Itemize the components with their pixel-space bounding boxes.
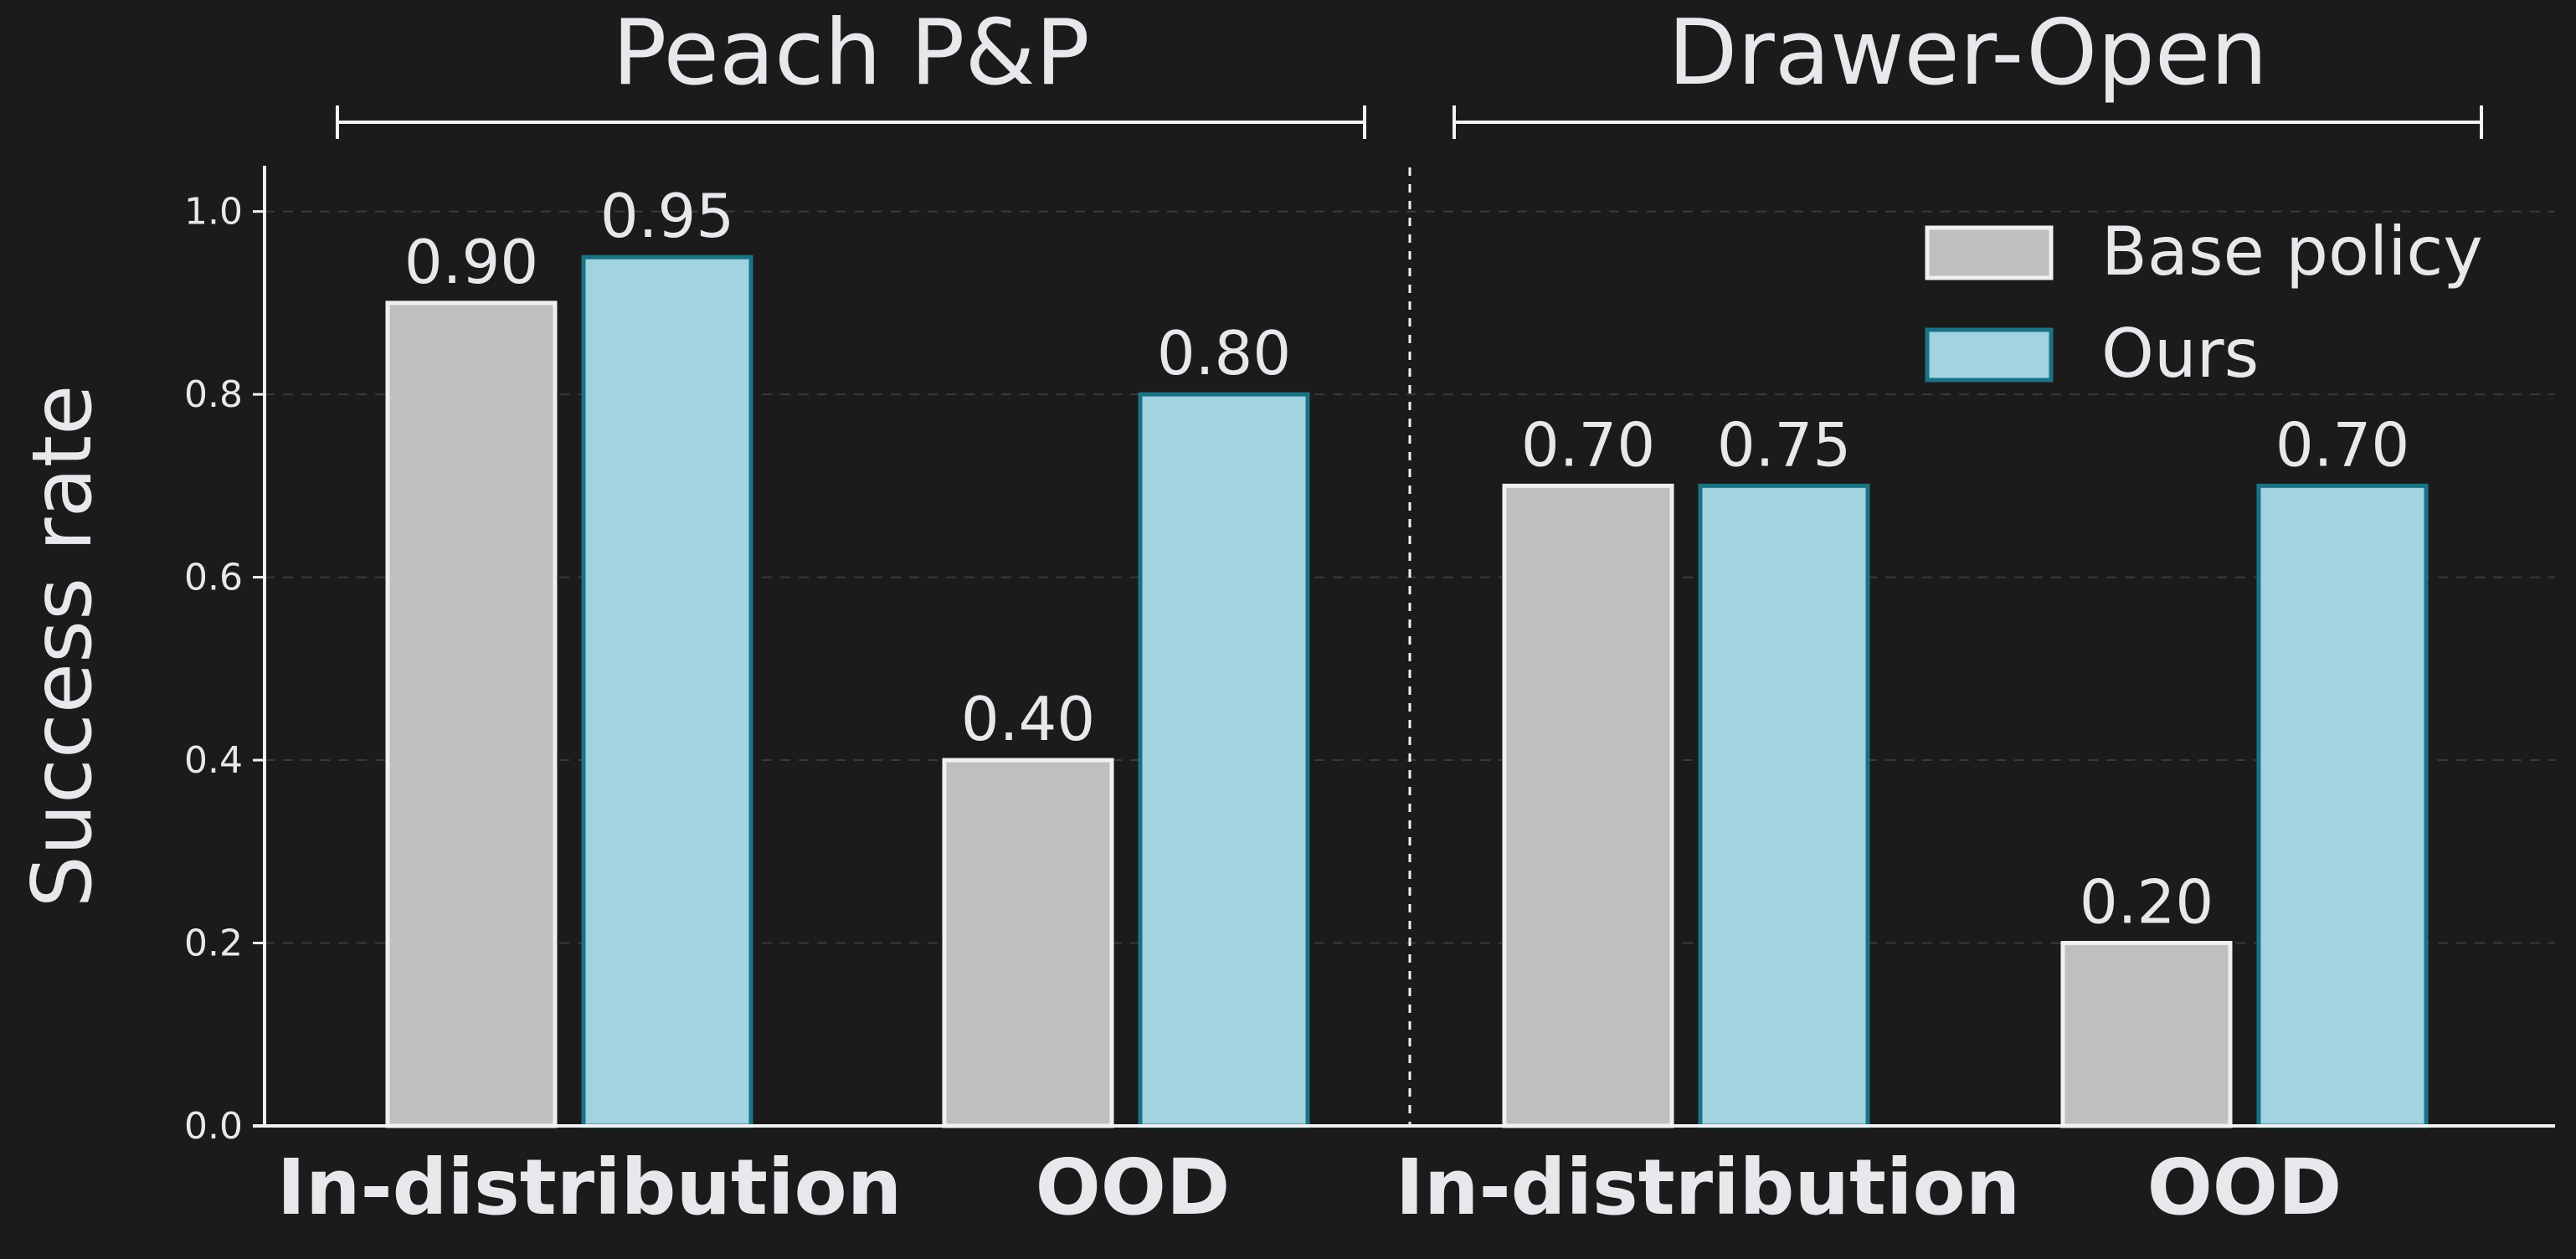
y-tick-label: 0.6 (184, 557, 243, 599)
bar-base-policy (2060, 941, 2233, 1128)
bar-ours (1698, 483, 1870, 1128)
y-tick-label: 0.8 (184, 373, 243, 416)
y-tick-label: 1.0 (184, 191, 243, 234)
data-label: 0.70 (1521, 409, 1655, 480)
data-label: 0.70 (2275, 409, 2409, 480)
data-label: 0.40 (961, 684, 1095, 754)
legend-label: Base policy (2101, 213, 2483, 290)
legend-swatch (1925, 225, 2054, 280)
bar-base-policy (1502, 483, 1674, 1128)
labels: Peach P&P In-distribution 0.90 0.95 OOD 0.40 0… (277, 1, 2409, 1232)
group-title: Drawer-Open (1668, 1, 2267, 105)
legend-label: Ours (2101, 315, 2259, 393)
legend-swatch (1925, 327, 2054, 383)
bars (385, 254, 2429, 1128)
legend: Base policy Ours (1925, 213, 2483, 393)
y-tick-label: 0.0 (184, 1105, 243, 1148)
group-title: Peach P&P (612, 1, 1090, 105)
category-label: In-distribution (277, 1143, 902, 1232)
category-label: OOD (2147, 1143, 2342, 1232)
y-tick-label: 0.4 (184, 739, 243, 782)
category-label: In-distribution (1396, 1143, 2021, 1232)
data-label: 0.75 (1717, 409, 1851, 480)
y-tick-label: 0.2 (184, 922, 243, 965)
data-label: 0.80 (1157, 318, 1291, 388)
bar-ours (1138, 392, 1310, 1128)
y-axis-label: Success rate (15, 385, 111, 908)
bar-base-policy (385, 301, 558, 1128)
data-label: 0.90 (404, 227, 538, 297)
data-label: 0.95 (600, 181, 734, 251)
bar-ours (581, 254, 753, 1128)
bar-base-policy (942, 758, 1114, 1128)
axes: 0.0 0.2 0.4 0.6 0.8 1.0 Success rate (15, 105, 2555, 1148)
bar-ours (2256, 483, 2429, 1128)
category-label: OOD (1036, 1143, 1231, 1232)
data-label: 0.20 (2080, 867, 2214, 938)
